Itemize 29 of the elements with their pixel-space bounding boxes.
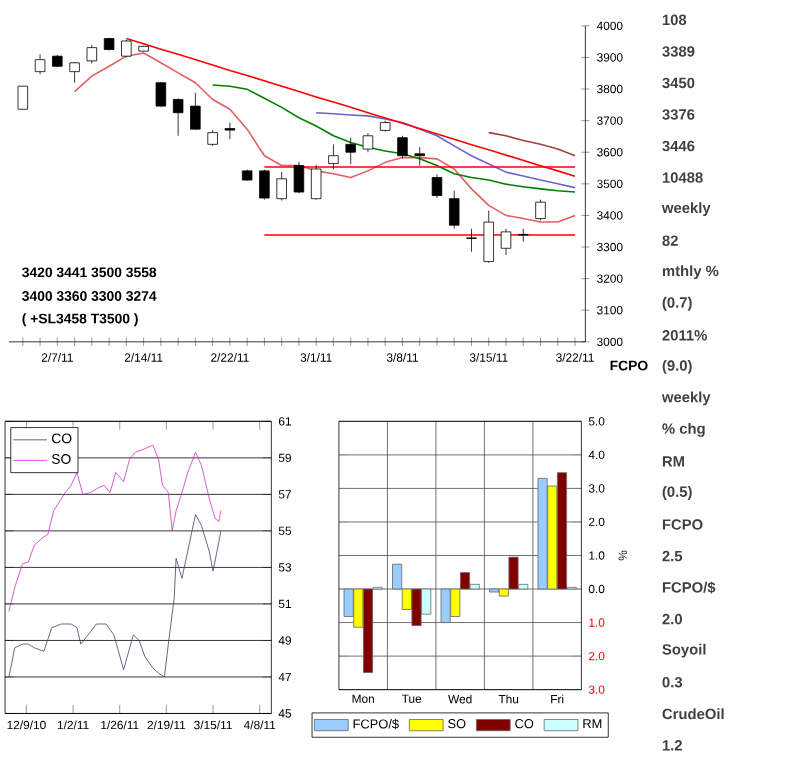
line-series — [8, 445, 222, 613]
line-series — [487, 132, 576, 157]
candlestick — [431, 174, 443, 199]
candlestick — [500, 228, 512, 256]
candlestick — [414, 147, 425, 167]
candlestick — [34, 54, 46, 75]
candlestick — [69, 62, 80, 84]
candlestick — [466, 228, 477, 253]
candlestick — [155, 82, 167, 108]
line-series — [211, 84, 576, 194]
candlestick — [483, 210, 494, 264]
candlestick — [259, 169, 270, 201]
candlestick — [448, 190, 460, 230]
candlestick — [328, 144, 339, 170]
candlestick — [518, 228, 529, 243]
candlestick — [310, 164, 322, 201]
candlestick — [345, 137, 356, 166]
candlestick — [17, 86, 29, 111]
candlestick — [535, 199, 546, 221]
line-series — [73, 52, 576, 224]
candlestick — [362, 133, 374, 154]
candlestick — [86, 45, 98, 65]
candlestick — [224, 122, 236, 140]
candlestick — [172, 98, 184, 137]
line-series — [8, 514, 222, 678]
candlestick — [276, 172, 287, 202]
candlestick — [190, 92, 201, 131]
candlestick — [293, 161, 305, 195]
candlestick — [397, 135, 408, 160]
